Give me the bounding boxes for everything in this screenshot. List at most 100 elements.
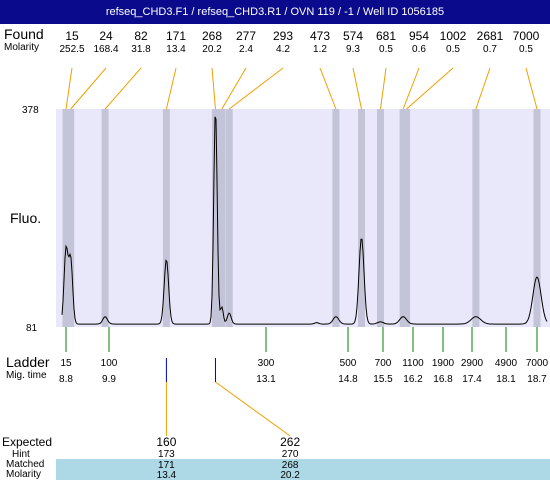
window-title: refseq_CHD3.F1 / refseq_CHD3.R1 / OVN 11…	[0, 0, 550, 24]
matched-row-band	[56, 459, 550, 470]
found-peak-size: 681	[376, 29, 396, 43]
ladder-time-label: 16.2	[403, 374, 423, 385]
found-peak-band	[472, 109, 480, 327]
ladder-size-label: 4900	[495, 358, 518, 369]
found-peak-band	[67, 109, 75, 327]
matched-label: Matched	[6, 459, 45, 470]
found-peak-molarity: 2.4	[239, 44, 253, 55]
ladder-time-label: 18.1	[496, 374, 516, 385]
found-peak-size: 7000	[513, 29, 540, 43]
found-peak-connector	[104, 67, 142, 110]
ladder-size-label: 1900	[432, 358, 455, 369]
found-peak-size: 1002	[440, 29, 467, 43]
found-peak-band	[332, 109, 340, 327]
hint-size: 173	[158, 449, 175, 460]
mig-time-label: Mig. time	[6, 370, 47, 381]
matched-molarity: 13.4	[157, 470, 177, 480]
found-peak-band	[101, 109, 109, 327]
found-peak-band	[533, 109, 541, 327]
ladder-size-label: 500	[340, 358, 357, 369]
expected-size: 262	[280, 435, 300, 449]
found-peak-band	[211, 109, 219, 327]
found-peak-molarity: 168.4	[93, 44, 118, 55]
found-peak-connector	[475, 67, 491, 110]
found-peak-size: 293	[273, 29, 293, 43]
found-peak-molarity: 0.6	[412, 44, 426, 55]
found-peak-molarity: 31.8	[131, 44, 151, 55]
found-peak-molarity: 252.5	[59, 44, 84, 55]
found-peak-connector	[352, 67, 362, 110]
found-peak-connector	[319, 67, 337, 110]
found-peak-size: 171	[166, 29, 186, 43]
found-peak-molarity: 0.5	[446, 44, 460, 55]
found-peak-band	[358, 109, 365, 327]
ladder-size-label: 300	[258, 358, 275, 369]
hint-size: 270	[282, 449, 299, 460]
fluo-label: Fluo.	[10, 210, 42, 226]
matched-size: 171	[158, 460, 175, 471]
found-peak-connector	[525, 67, 538, 110]
found-peak-connector	[65, 67, 73, 110]
found-peak-molarity: 0.7	[483, 44, 497, 55]
ladder-size-label: 2900	[461, 358, 484, 369]
found-peak-band	[377, 109, 384, 327]
y-tick-label-bottom: 81	[26, 323, 38, 334]
found-peak-connector	[228, 67, 284, 110]
matched-molarity: 20.2	[280, 470, 300, 480]
found-peak-size: 2681	[477, 29, 504, 43]
found-peak-connector	[70, 67, 107, 110]
found-peak-connector	[380, 67, 387, 110]
fluorescence-trace	[61, 116, 548, 325]
found-peak-size: 954	[409, 29, 429, 43]
found-peak-molarity: 1.2	[313, 44, 327, 55]
ladder-time-label: 16.8	[433, 374, 453, 385]
ladder-size-label: 7000	[526, 358, 549, 369]
found-peak-size: 574	[343, 29, 363, 43]
molarity-row-band	[56, 470, 550, 480]
matched-size: 268	[282, 460, 299, 471]
found-peak-size: 473	[310, 29, 330, 43]
ladder-time-label: 9.9	[102, 374, 116, 385]
ladder-size-label: 15	[60, 358, 72, 369]
ladder-time-label: 14.8	[338, 374, 358, 385]
ladder-size-label: 1100	[402, 358, 424, 369]
expected-size: 160	[156, 435, 176, 449]
found-peak-size: 268	[202, 29, 222, 43]
found-peak-connector	[221, 67, 247, 110]
ladder-time-label: 18.7	[527, 374, 547, 385]
ladder-time-label: 17.4	[462, 374, 482, 385]
ladder-size-label: 100	[101, 358, 118, 369]
found-peak-molarity: 4.2	[276, 44, 290, 55]
molarity-label: Molarity	[4, 42, 40, 53]
found-peak-size: 82	[134, 29, 148, 43]
found-peak-connector	[402, 67, 420, 110]
hint-label: Hint	[12, 449, 30, 460]
found-peak-band	[218, 109, 226, 327]
ladder-time-label: 8.8	[59, 374, 73, 385]
found-peak-connector	[211, 67, 216, 110]
found-peak-band	[62, 109, 70, 327]
expected-label: Expected	[2, 435, 53, 449]
y-tick-label-top: 378	[22, 105, 39, 116]
ladder-size-label: 700	[375, 358, 392, 369]
found-peak-band	[162, 109, 170, 327]
found-peak-band	[225, 109, 233, 327]
found-peak-connector	[165, 67, 177, 110]
ladder-label: Ladder	[6, 354, 50, 370]
found-peak-molarity: 20.2	[202, 44, 222, 55]
expected-connector	[215, 381, 291, 437]
found-peak-molarity: 9.3	[346, 44, 360, 55]
found-peak-molarity: 0.5	[519, 44, 533, 55]
ladder-time-label: 13.1	[256, 374, 276, 385]
found-peak-band	[403, 109, 411, 327]
found-peak-molarity: 13.4	[166, 44, 186, 55]
found-peak-size: 24	[99, 29, 113, 43]
found-peak-size: 15	[65, 29, 79, 43]
found-label: Found	[4, 26, 44, 42]
plot-area	[56, 109, 550, 327]
ladder-time-label: 15.5	[373, 374, 393, 385]
found-peak-size: 277	[236, 29, 256, 43]
bottom-molarity-label: Molarity	[6, 469, 42, 480]
found-peak-connector	[406, 67, 454, 110]
